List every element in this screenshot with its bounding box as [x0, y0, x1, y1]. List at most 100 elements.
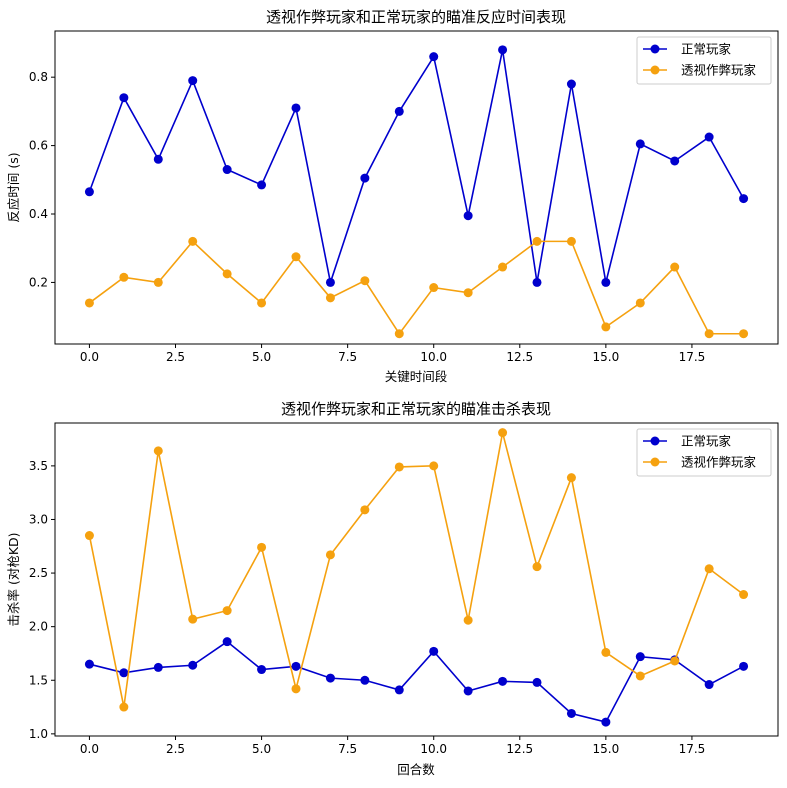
axis-ticks: 0.0 2.5 5.0 7.5 10.0 12.5 15.0 17.5 1.0 1.5 2.0 2.5… — [29, 459, 705, 756]
data-point-1-4 — [222, 269, 232, 279]
legend-label-normal: 正常玩家 — [681, 434, 732, 449]
legend-frame — [636, 36, 772, 85]
data-point-1-13 — [532, 562, 542, 572]
data-point-0-2 — [153, 662, 163, 672]
data-point-1-7 — [325, 293, 335, 303]
x-tick-label: 10.0 — [420, 350, 447, 364]
x-tick-label: 2.5 — [166, 742, 185, 756]
y-tick-label: 1.0 — [29, 727, 48, 741]
data-point-1-5 — [257, 298, 267, 308]
data-point-1-11 — [463, 615, 473, 625]
data-point-1-19 — [739, 590, 749, 600]
data-point-1-0 — [84, 298, 94, 308]
data-point-0-12 — [498, 676, 508, 686]
data-point-1-7 — [325, 550, 335, 560]
series-line-0 — [88, 49, 745, 286]
data-point-0-6 — [291, 103, 301, 113]
data-point-1-16 — [635, 671, 645, 681]
chart-title: 透视作弊玩家和正常玩家的瞄准反应时间表现 — [266, 8, 566, 26]
data-point-0-6 — [291, 661, 301, 671]
y-tick-label: 3.5 — [29, 459, 48, 473]
x-tick-label: 2.5 — [166, 350, 185, 364]
data-point-1-16 — [635, 298, 645, 308]
data-point-1-17 — [670, 262, 680, 272]
data-point-0-8 — [360, 675, 370, 685]
data-point-0-16 — [635, 139, 645, 149]
y-tick-label: 1.5 — [29, 673, 48, 687]
data-point-0-15 — [601, 717, 611, 727]
data-point-1-13 — [532, 236, 542, 246]
data-point-1-18 — [704, 329, 714, 339]
x-tick-label: 17.5 — [679, 350, 706, 364]
y-tick-label: 0.2 — [29, 275, 48, 289]
data-point-1-15 — [601, 647, 611, 657]
data-point-0-1 — [119, 668, 129, 678]
chart-reaction-time: 透视作弊玩家和正常玩家的瞄准反应时间表现 0.0 2.5 5.0 7.5 10.0 12.… — [6, 8, 779, 384]
x-axis-label: 关键时间段 — [385, 369, 448, 384]
y-tick-label: 0.4 — [29, 207, 48, 221]
data-point-1-9 — [394, 462, 404, 472]
data-point-0-1 — [119, 93, 129, 103]
x-tick-label: 15.0 — [592, 742, 619, 756]
x-tick-label: 5.0 — [252, 742, 271, 756]
data-point-0-15 — [601, 277, 611, 287]
data-point-0-12 — [498, 45, 508, 55]
legend-marker-cheater — [650, 457, 660, 467]
chart-kill-rate: 透视作弊玩家和正常玩家的瞄准击杀表现 0.0 2.5 5.0 7.5 10.0 12.5 1… — [6, 400, 779, 777]
data-point-1-1 — [119, 702, 129, 712]
data-point-0-0 — [84, 659, 94, 669]
data-point-0-7 — [325, 277, 335, 287]
data-point-0-3 — [188, 660, 198, 670]
data-point-1-12 — [498, 428, 508, 438]
legend-marker-cheater — [650, 65, 660, 75]
series-group — [84, 45, 749, 339]
data-point-0-7 — [325, 673, 335, 683]
data-point-0-14 — [566, 708, 576, 718]
legend: 正常玩家 透视作弊玩家 — [636, 428, 772, 477]
data-point-1-15 — [601, 322, 611, 332]
data-point-1-18 — [704, 564, 714, 574]
legend-label-cheater: 透视作弊玩家 — [681, 455, 757, 470]
data-point-0-11 — [463, 211, 473, 221]
data-point-1-17 — [670, 656, 680, 666]
data-point-1-1 — [119, 272, 129, 282]
series-group — [84, 428, 749, 727]
legend-marker-normal — [650, 44, 660, 54]
data-point-0-19 — [739, 661, 749, 671]
data-point-0-17 — [670, 156, 680, 166]
data-point-1-8 — [360, 276, 370, 286]
data-point-1-14 — [566, 473, 576, 483]
data-point-0-13 — [532, 277, 542, 287]
plot-area — [54, 30, 779, 345]
data-point-1-19 — [739, 329, 749, 339]
data-point-0-4 — [222, 637, 232, 647]
data-point-0-0 — [84, 187, 94, 197]
data-point-0-9 — [394, 685, 404, 695]
data-point-1-10 — [429, 283, 439, 293]
x-tick-label: 12.5 — [506, 350, 533, 364]
data-point-0-13 — [532, 677, 542, 687]
y-tick-label: 3.0 — [29, 512, 48, 526]
data-point-0-4 — [222, 165, 232, 175]
data-point-0-5 — [257, 180, 267, 190]
data-point-1-6 — [291, 252, 301, 262]
data-point-1-8 — [360, 505, 370, 515]
data-point-0-9 — [394, 106, 404, 116]
y-axis-label: 反应时间 (s) — [6, 152, 21, 222]
y-tick-label: 0.6 — [29, 139, 48, 153]
data-point-0-14 — [566, 79, 576, 89]
x-tick-label: 5.0 — [252, 350, 271, 364]
data-point-1-2 — [153, 277, 163, 287]
data-point-1-3 — [188, 614, 198, 624]
legend-frame — [636, 428, 772, 477]
data-point-1-6 — [291, 684, 301, 694]
x-axis-label: 回合数 — [397, 762, 435, 777]
data-point-1-2 — [153, 446, 163, 456]
data-point-0-10 — [429, 52, 439, 62]
y-axis-label: 击杀率 (对枪KD) — [6, 532, 21, 626]
data-point-1-3 — [188, 236, 198, 246]
legend-marker-normal — [650, 436, 660, 446]
legend: 正常玩家 透视作弊玩家 — [636, 36, 772, 85]
